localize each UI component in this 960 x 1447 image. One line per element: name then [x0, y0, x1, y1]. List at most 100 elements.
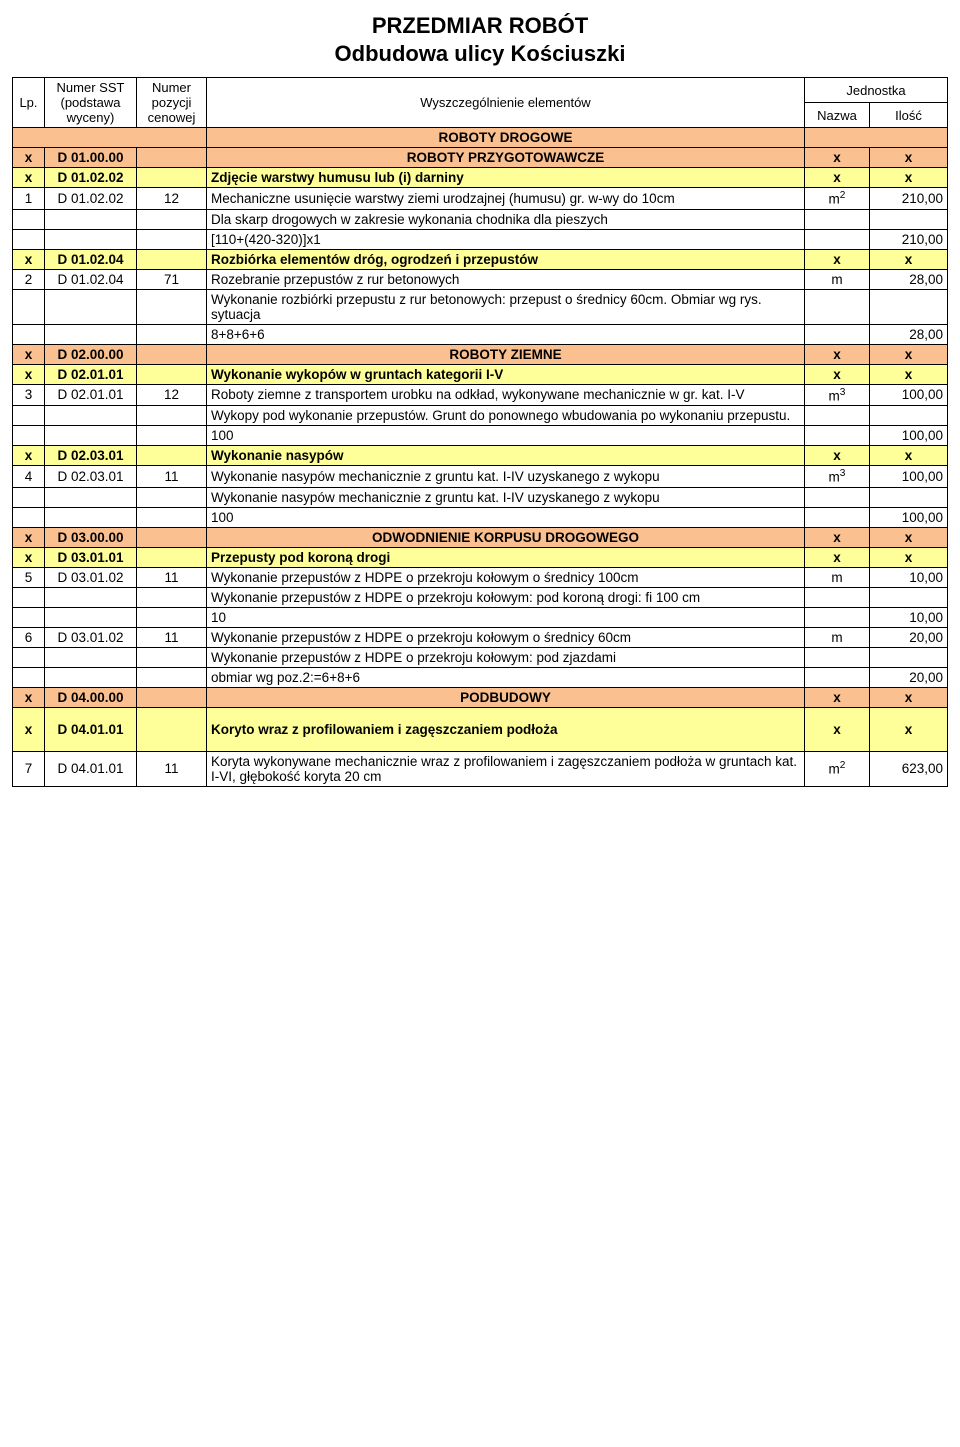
item-desc: Roboty ziemne z transportem urobku na od…	[207, 384, 805, 406]
calc-lp	[13, 229, 45, 249]
item-qty: 20,00	[869, 627, 947, 647]
table-row: 100100,00	[13, 426, 948, 446]
note-sst	[45, 209, 137, 229]
th-poz: Numer pozycji cenowej	[137, 78, 207, 128]
hdr-poz	[137, 364, 207, 384]
item-qty: 623,00	[869, 751, 947, 786]
calc-poz	[137, 324, 207, 344]
calc-desc: 100	[207, 507, 805, 527]
note-qty	[869, 647, 947, 667]
note-sst	[45, 289, 137, 324]
note-lp	[13, 647, 45, 667]
section-spacer	[13, 128, 207, 148]
note-desc: Wykonanie rozbiórki przepustu z rur beto…	[207, 289, 805, 324]
hdr-unit: x	[804, 148, 869, 168]
note-lp	[13, 406, 45, 426]
calc-qty: 10,00	[869, 607, 947, 627]
item-lp: 7	[13, 751, 45, 786]
table-row: 8+8+6+6 28,00	[13, 324, 948, 344]
item-sst: D 03.01.02	[45, 627, 137, 647]
note-unit	[804, 289, 869, 324]
hdr-desc: Rozbiórka elementów dróg, ogrodzeń i prz…	[207, 249, 805, 269]
hdr-qty: x	[869, 148, 947, 168]
note-poz	[137, 587, 207, 607]
calc-lp	[13, 507, 45, 527]
hdr-sst: D 04.01.01	[45, 707, 137, 751]
table-row: Wykonanie przepustów z HDPE o przekroju …	[13, 647, 948, 667]
hdr-sst: D 03.01.01	[45, 547, 137, 567]
note-desc: Dla skarp drogowych w zakresie wykonania…	[207, 209, 805, 229]
calc-desc: [110+(420-320)]x1	[207, 229, 805, 249]
note-desc: Wykonanie nasypów mechanicznie z gruntu …	[207, 487, 805, 507]
table-row: Wykonanie nasypów mechanicznie z gruntu …	[13, 487, 948, 507]
hdr-unit: x	[804, 527, 869, 547]
note-desc: Wykonanie przepustów z HDPE o przekroju …	[207, 647, 805, 667]
hdr-sst: D 02.01.01	[45, 364, 137, 384]
calc-desc: 8+8+6+6	[207, 324, 805, 344]
calc-unit	[804, 607, 869, 627]
note-lp	[13, 587, 45, 607]
table-row: xD 03.01.01Przepusty pod koroną drogixx	[13, 547, 948, 567]
calc-sst	[45, 229, 137, 249]
hdr-sst: D 02.03.01	[45, 446, 137, 466]
table-row: 4D 02.03.0111Wykonanie nasypów mechanicz…	[13, 466, 948, 488]
table-row: xD 03.00.00ODWODNIENIE KORPUSU DROGOWEGO…	[13, 527, 948, 547]
calc-desc: 10	[207, 607, 805, 627]
note-desc: Wykonanie przepustów z HDPE o przekroju …	[207, 587, 805, 607]
hdr-qty: x	[869, 364, 947, 384]
table-row: 2D 01.02.0471Rozebranie przepustów z rur…	[13, 269, 948, 289]
calc-poz	[137, 667, 207, 687]
item-sst: D 04.01.01	[45, 751, 137, 786]
title-line-1: PRZEDMIAR ROBÓT	[12, 12, 948, 40]
calc-lp	[13, 607, 45, 627]
note-unit	[804, 209, 869, 229]
calc-qty: 28,00	[869, 324, 947, 344]
item-unit: m3	[804, 466, 869, 488]
table-row: 5D 03.01.0211Wykonanie przepustów z HDPE…	[13, 567, 948, 587]
hdr-desc: ROBOTY ZIEMNE	[207, 344, 805, 364]
hdr-qty: x	[869, 707, 947, 751]
calc-sst	[45, 324, 137, 344]
calc-unit	[804, 324, 869, 344]
hdr-poz	[137, 687, 207, 707]
hdr-sst: D 04.00.00	[45, 687, 137, 707]
calc-unit	[804, 667, 869, 687]
note-qty	[869, 587, 947, 607]
item-sst: D 03.01.02	[45, 567, 137, 587]
note-poz	[137, 406, 207, 426]
item-desc: Koryta wykonywane mechanicznie wraz z pr…	[207, 751, 805, 786]
table-row: 100 100,00	[13, 507, 948, 527]
hdr-poz	[137, 446, 207, 466]
table-body: ROBOTY DROGOWE xD 01.00.00ROBOTY PRZYGOT…	[13, 128, 948, 787]
table-row: 1D 01.02.0212Mechaniczne usunięcie warst…	[13, 188, 948, 210]
item-qty: 100,00	[869, 384, 947, 406]
hdr-sst: D 01.00.00	[45, 148, 137, 168]
hdr-desc: ODWODNIENIE KORPUSU DROGOWEGO	[207, 527, 805, 547]
calc-poz	[137, 607, 207, 627]
calc-qty: 100,00	[869, 507, 947, 527]
hdr-poz	[137, 249, 207, 269]
section-spacer	[804, 128, 947, 148]
item-unit: m	[804, 627, 869, 647]
hdr-qty: x	[869, 344, 947, 364]
th-ilosc: Ilość	[869, 103, 947, 128]
hdr-lp: x	[13, 344, 45, 364]
table-row: ROBOTY DROGOWE	[13, 128, 948, 148]
item-poz: 12	[137, 188, 207, 210]
hdr-qty: x	[869, 687, 947, 707]
calc-poz	[137, 426, 207, 446]
hdr-qty: x	[869, 249, 947, 269]
item-lp: 6	[13, 627, 45, 647]
hdr-unit: x	[804, 707, 869, 751]
item-unit: m2	[804, 751, 869, 786]
item-qty: 100,00	[869, 466, 947, 488]
hdr-poz	[137, 168, 207, 188]
hdr-qty: x	[869, 446, 947, 466]
item-poz: 11	[137, 751, 207, 786]
hdr-qty: x	[869, 168, 947, 188]
note-sst	[45, 406, 137, 426]
hdr-desc: Koryto wraz z profilowaniem i zagęszczan…	[207, 707, 805, 751]
item-desc: Mechaniczne usunięcie warstwy ziemi urod…	[207, 188, 805, 210]
hdr-lp: x	[13, 148, 45, 168]
table-row: 3D 02.01.0112Roboty ziemne z transportem…	[13, 384, 948, 406]
